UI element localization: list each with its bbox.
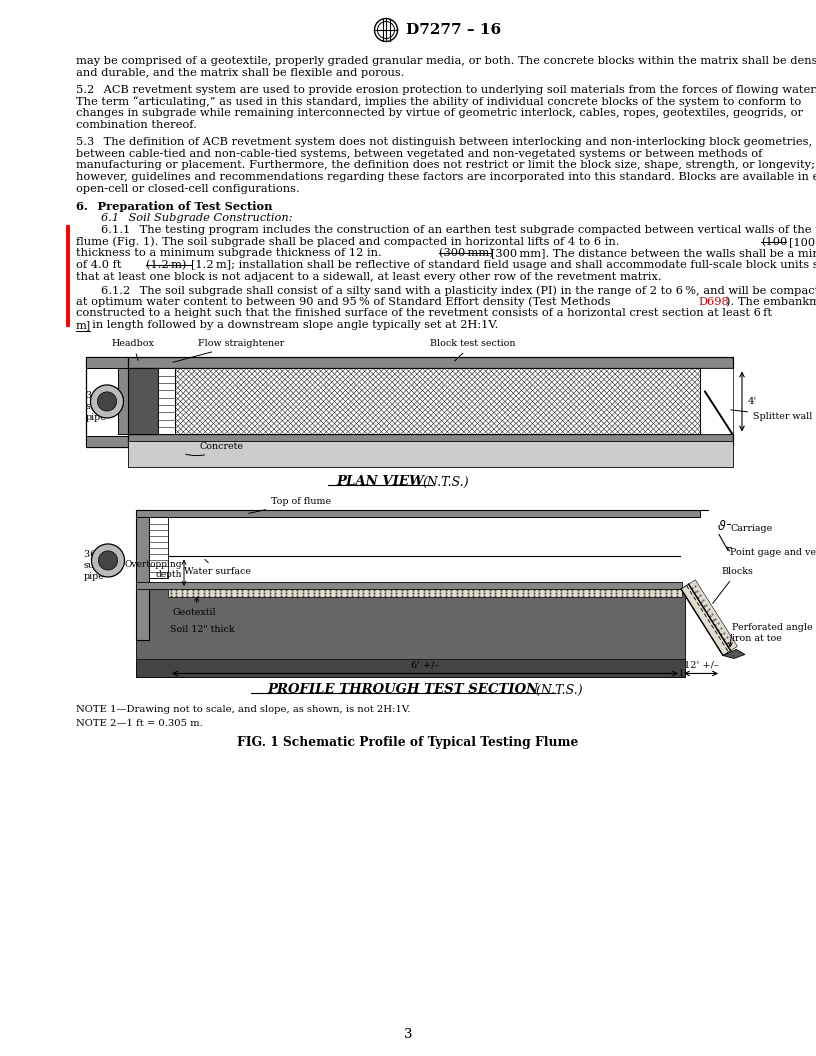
Text: and durable, and the matrix shall be flexible and porous.: and durable, and the matrix shall be fle… — [76, 68, 405, 78]
Text: (N.T.S.): (N.T.S.) — [532, 683, 583, 697]
Text: that at least one block is not adjacent to a sidewall, at least every other row : that at least one block is not adjacent … — [76, 271, 662, 282]
Text: manufacturing or placement. Furthermore, the definition does not restrict or lim: manufacturing or placement. Furthermore,… — [76, 161, 815, 170]
Text: 36" Dia.: 36" Dia. — [84, 550, 122, 560]
Text: Soil 12" thick: Soil 12" thick — [170, 625, 235, 635]
Text: combination thereof.: combination thereof. — [76, 119, 197, 130]
Text: of 4.0 ft: of 4.0 ft — [76, 260, 125, 270]
Text: (100: (100 — [761, 237, 787, 247]
Text: FIG. 1 Schematic Profile of Typical Testing Flume: FIG. 1 Schematic Profile of Typical Test… — [237, 736, 579, 750]
Text: Concrete: Concrete — [186, 442, 244, 455]
Bar — [136, 510, 700, 517]
Text: Splitter wall: Splitter wall — [731, 410, 813, 420]
Text: however, guidelines and recommendations regarding these factors are incorporated: however, guidelines and recommendations … — [76, 172, 816, 182]
Text: D698: D698 — [698, 297, 729, 306]
Text: pipe: pipe — [86, 414, 107, 422]
Text: ). The embankment shall be: ). The embankment shall be — [726, 297, 816, 307]
Bar — [136, 659, 685, 678]
Bar — [128, 434, 733, 446]
Text: Block test section: Block test section — [430, 339, 515, 361]
Text: D7277 – 16: D7277 – 16 — [406, 23, 501, 37]
Bar — [86, 436, 128, 448]
Polygon shape — [91, 544, 125, 577]
Text: Point gage and velocity: Point gage and velocity — [730, 548, 816, 558]
Text: supply: supply — [84, 562, 116, 570]
Text: 6' +/–: 6' +/– — [410, 660, 439, 670]
Bar — [158, 369, 175, 434]
Text: 6.1.2  The soil subgrade shall consist of a silty sand with a plasticity index (: 6.1.2 The soil subgrade shall consist of… — [101, 285, 816, 296]
Text: 3: 3 — [404, 1027, 412, 1040]
Text: NOTE 2—1 ft = 0.305 m.: NOTE 2—1 ft = 0.305 m. — [76, 719, 202, 728]
Polygon shape — [97, 392, 117, 411]
Text: at optimum water content to between 90 and 95 % of Standard Effort density (Test: at optimum water content to between 90 a… — [76, 297, 614, 307]
Text: NOTE 1—Drawing not to scale, and slope, as shown, is not 2H:1V.: NOTE 1—Drawing not to scale, and slope, … — [76, 705, 410, 715]
Text: thickness to a minimum subgrade thickness of 12 in.: thickness to a minimum subgrade thicknes… — [76, 248, 385, 259]
Text: 6.  Preparation of Test Section: 6. Preparation of Test Section — [76, 201, 273, 211]
Bar — [700, 369, 733, 434]
Text: flume (Fig. 1). The soil subgrade shall be placed and compacted in horizontal li: flume (Fig. 1). The soil subgrade shall … — [76, 237, 623, 247]
Bar — [86, 358, 128, 448]
Text: PLAN VIEW: PLAN VIEW — [336, 475, 424, 489]
Text: Headbox: Headbox — [112, 339, 154, 360]
Bar — [136, 510, 149, 640]
Text: PROFILE THROUGH TEST SECTION: PROFILE THROUGH TEST SECTION — [268, 683, 539, 697]
Polygon shape — [681, 584, 730, 656]
Bar — [136, 589, 685, 678]
Text: changes in subgrade while remaining interconnected by virtue of geometric interl: changes in subgrade while remaining inte… — [76, 108, 803, 118]
Text: [300 mm]. The distance between the walls shall be a minimum: [300 mm]. The distance between the walls… — [491, 248, 816, 259]
Bar — [136, 583, 682, 589]
Text: 5.3  The definition of ACB revetment system does not distinguish between interlo: 5.3 The definition of ACB revetment syst… — [76, 137, 812, 147]
Text: Top of flume: Top of flume — [249, 497, 331, 513]
Bar — [175, 369, 700, 434]
Polygon shape — [91, 385, 123, 418]
Text: Perforated angle: Perforated angle — [732, 623, 813, 633]
Text: 5.2  ACB revetment system are used to provide erosion protection to underlying s: 5.2 ACB revetment system are used to pro… — [76, 84, 816, 95]
Text: [1.2 m]; installation shall be reflective of standard field usage and shall acco: [1.2 m]; installation shall be reflectiv… — [191, 260, 816, 270]
Text: between cable-tied and non-cable-tied systems, between vegetated and non-vegetat: between cable-tied and non-cable-tied sy… — [76, 149, 762, 158]
Text: The term “articulating,” as used in this standard, implies the ability of indivi: The term “articulating,” as used in this… — [76, 96, 801, 108]
Text: $\vartheta$: $\vartheta$ — [717, 520, 727, 533]
Text: Water surface: Water surface — [184, 560, 251, 577]
Text: may be comprised of a geotextile, properly graded granular media, or both. The c: may be comprised of a geotextile, proper… — [76, 56, 816, 65]
Text: Geotextil: Geotextil — [173, 597, 216, 618]
Polygon shape — [723, 649, 745, 659]
Text: (1.2 m): (1.2 m) — [146, 260, 186, 270]
Text: 12' +/–: 12' +/– — [684, 660, 718, 670]
Text: 4': 4' — [748, 397, 757, 406]
Text: in length followed by a downstream slope angle typically set at 2H:1V.: in length followed by a downstream slope… — [90, 320, 499, 331]
Text: [100 to 150: [100 to 150 — [789, 237, 816, 247]
Bar — [175, 369, 700, 434]
Bar — [118, 369, 128, 434]
Text: pipe: pipe — [84, 572, 105, 582]
Text: 6.1.1  The testing program includes the construction of an earthen test subgrade: 6.1.1 The testing program includes the c… — [101, 225, 816, 235]
Text: open-cell or closed-cell configurations.: open-cell or closed-cell configurations. — [76, 184, 299, 193]
Text: Blocks: Blocks — [712, 567, 753, 603]
Bar — [168, 589, 682, 598]
Polygon shape — [689, 580, 738, 650]
Text: Carriage: Carriage — [730, 525, 772, 533]
Text: 6.1  Soil Subgrade Construction:: 6.1 Soil Subgrade Construction: — [101, 213, 293, 224]
Text: constructed to a height such that the finished surface of the revetment consists: constructed to a height such that the fi… — [76, 308, 776, 319]
Bar — [86, 358, 128, 369]
Polygon shape — [99, 551, 118, 570]
Bar — [128, 358, 733, 369]
Text: iron at toe: iron at toe — [732, 635, 782, 643]
Text: m]: m] — [76, 320, 91, 331]
Bar — [128, 369, 158, 434]
Bar — [128, 441, 733, 468]
Text: supply: supply — [86, 402, 118, 412]
Text: 36" Dia.: 36" Dia. — [86, 392, 125, 400]
Text: Overtopping
depth: Overtopping depth — [125, 560, 182, 580]
Text: (300 mm): (300 mm) — [440, 248, 494, 259]
Bar — [149, 517, 168, 579]
Text: Flow straightener: Flow straightener — [173, 339, 285, 362]
Text: (N.T.S.): (N.T.S.) — [423, 475, 469, 489]
